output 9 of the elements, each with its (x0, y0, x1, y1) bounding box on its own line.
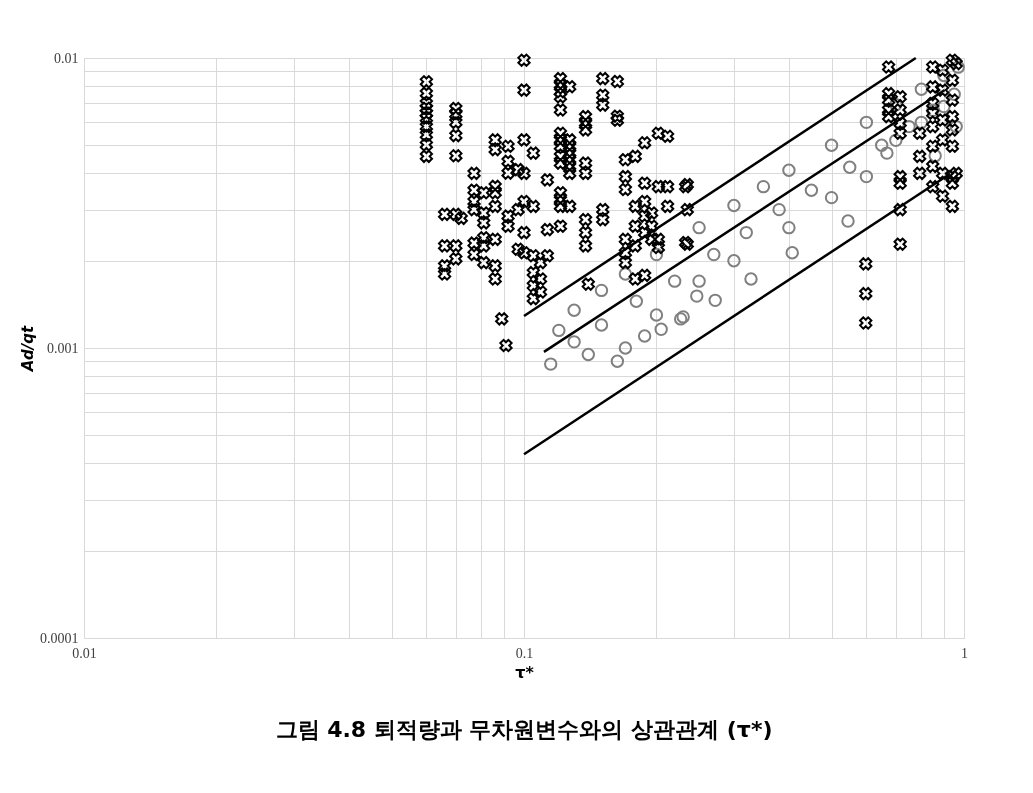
text: 그림 4.8 퇴적량과 무차원변수와의 상관관계 (τ*) (275, 717, 773, 742)
x-tick-label: 0.01 (72, 645, 97, 661)
y-tick-label: 0.001 (47, 340, 79, 356)
y-axis-title: Ad/qt (19, 325, 37, 373)
x-tick-label: 1 (961, 645, 968, 661)
x-tick-label: 0.1 (515, 645, 534, 661)
y-tick-label: 0.01 (54, 50, 79, 66)
y-tick-label: 0.0001 (40, 630, 79, 646)
x-axis-title: τ* (515, 662, 535, 682)
